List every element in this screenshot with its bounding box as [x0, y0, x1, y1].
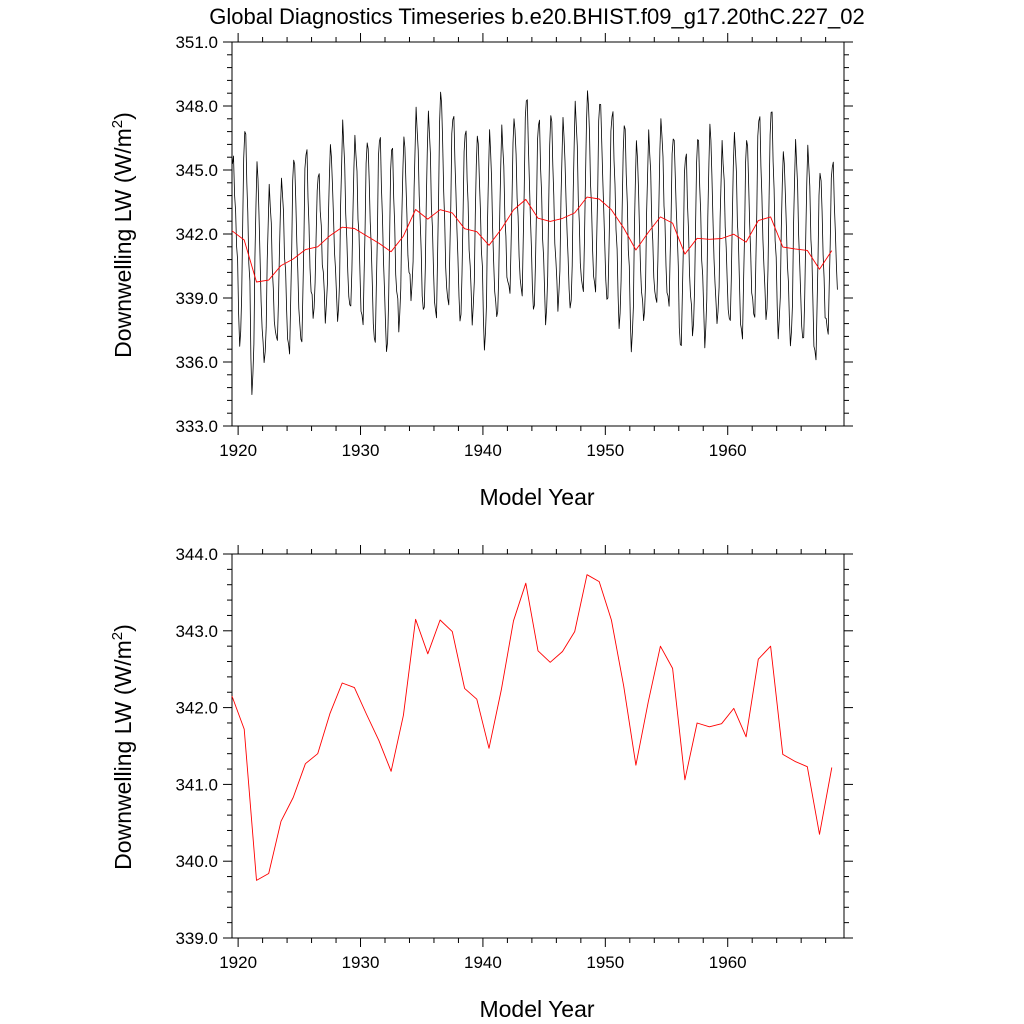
- top-plot-frame: [231, 41, 845, 427]
- bottom-x-tick-label: 1930: [342, 953, 380, 972]
- bottom-y-axis-label: Downwelling LW (W/m2): [109, 624, 136, 870]
- top-x-axis-label: Model Year: [479, 484, 594, 510]
- bottom-series-annual-mean: [231, 574, 833, 881]
- top-y-tick-label: 333.0: [175, 417, 218, 436]
- bottom-panel: Model Year Downwelling LW (W/m2) 1920 193…: [109, 545, 853, 1022]
- bottom-y-tick-label: 339.0: [175, 929, 218, 948]
- top-y-tick-label: 339.0: [175, 289, 218, 308]
- bottom-y-tick-label: 341.0: [175, 775, 218, 794]
- bottom-y-tick-label: 344.0: [175, 545, 218, 564]
- top-y-axis-label: Downwelling LW (W/m2): [109, 112, 136, 358]
- bottom-x-tick-label: 1950: [586, 953, 624, 972]
- top-x-tick-label: 1960: [709, 441, 747, 460]
- bottom-y-tick-label: 340.0: [175, 852, 218, 871]
- top-x-tick-label: 1930: [342, 441, 380, 460]
- bottom-x-axis-label: Model Year: [479, 996, 594, 1022]
- top-y-tick-label: 342.0: [175, 225, 218, 244]
- bottom-x-tick-label: 1960: [709, 953, 747, 972]
- top-x-tick-label: 1940: [464, 441, 502, 460]
- bottom-x-tick-label: 1920: [219, 953, 257, 972]
- bottom-x-tick-label: 1940: [464, 953, 502, 972]
- bottom-y-tick-label: 342.0: [175, 699, 218, 718]
- top-x-tick-label: 1950: [586, 441, 624, 460]
- top-series-monthly: [232, 90, 838, 395]
- top-y-tick-label: 351.0: [175, 33, 218, 52]
- top-y-tick-label: 348.0: [175, 97, 218, 116]
- bottom-plot-frame: [231, 553, 845, 939]
- top-y-tick-label: 345.0: [175, 161, 218, 180]
- bottom-y-tick-label: 343.0: [175, 622, 218, 641]
- top-panel: Model Year Downwelling LW (W/m2) 1920 193…: [109, 33, 853, 510]
- figure-title: Global Diagnostics Timeseries b.e20.BHIS…: [209, 4, 865, 29]
- top-x-tick-label: 1920: [219, 441, 257, 460]
- top-y-tick-label: 336.0: [175, 353, 218, 372]
- top-series-annual-mean: [231, 196, 833, 283]
